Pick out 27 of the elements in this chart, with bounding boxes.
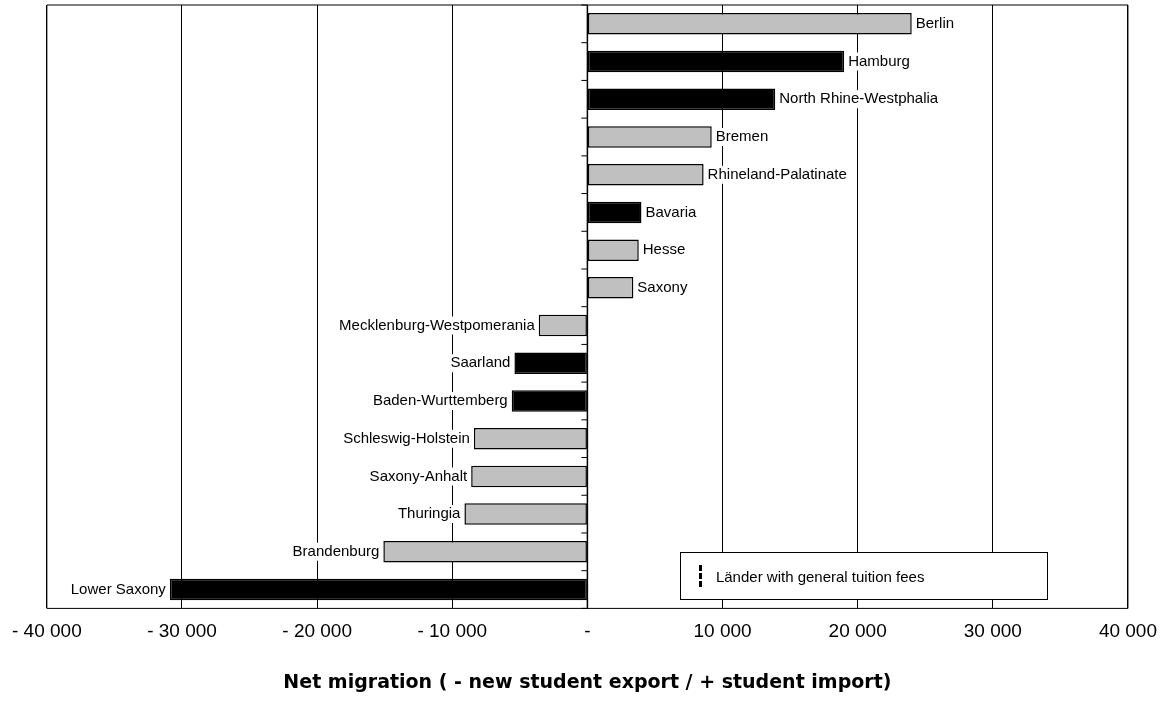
y-tick-label: Saxony — [637, 277, 688, 295]
x-tick-label: 30 000 — [963, 620, 1022, 642]
y-tick-label: Mecklenburg-Westpomerania — [339, 315, 536, 333]
x-tick-label: - 20 000 — [282, 620, 352, 642]
y-tick-label: Saarland — [450, 353, 511, 371]
y-tick-label: Thuringia — [397, 504, 462, 522]
y-tick-label: Berlin — [915, 14, 955, 31]
x-tick-label: - 10 000 — [417, 620, 488, 642]
y-tick-label: Saxony-Anhalt — [369, 466, 469, 484]
x-tick-label: - 40 000 — [11, 620, 82, 642]
x-tick-label: 10 000 — [693, 620, 752, 642]
y-tick-label: Bavaria — [645, 202, 697, 220]
y-tick-label: Hamburg — [848, 51, 910, 69]
x-tick-label: 40 000 — [1098, 620, 1158, 642]
y-tick-label: Brandenburg — [292, 541, 380, 559]
y-tick-label: Bremen — [715, 127, 769, 145]
x-tick-label: - — [584, 620, 591, 642]
y-tick-label: North Rhine-Westphalia — [779, 89, 939, 107]
y-tick-label: Baden-Wurttemberg — [372, 391, 508, 409]
legend-label: Länder with general tuition fees — [715, 567, 925, 585]
x-axis-title: Net migration ( - new student export / + student import) — [283, 669, 892, 692]
x-tick-label: 20 000 — [828, 620, 887, 642]
y-tick-label: Hesse — [642, 240, 686, 258]
y-tick-label: Schleswig-Holstein — [343, 428, 470, 446]
x-tick-label: - 30 000 — [147, 620, 217, 642]
y-tick-label: Lower Saxony — [70, 579, 167, 597]
y-tick-label: Rhineland-Palatinate — [707, 164, 847, 182]
